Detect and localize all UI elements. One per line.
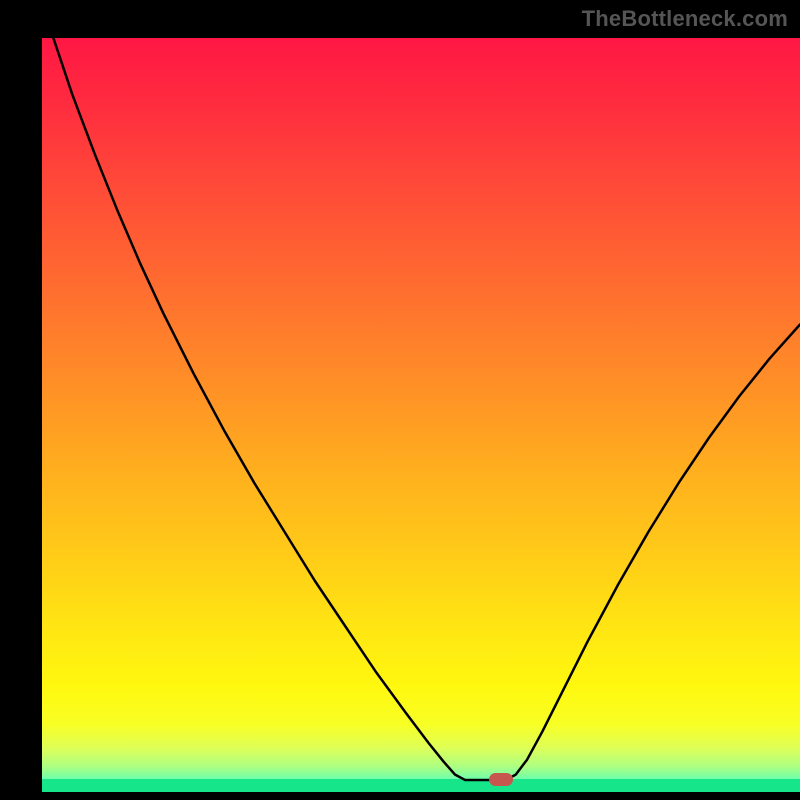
chart-curve [42,38,800,792]
chart-plot-area [42,38,800,792]
watermark-text: TheBottleneck.com [582,6,788,32]
chart-marker [489,773,513,786]
